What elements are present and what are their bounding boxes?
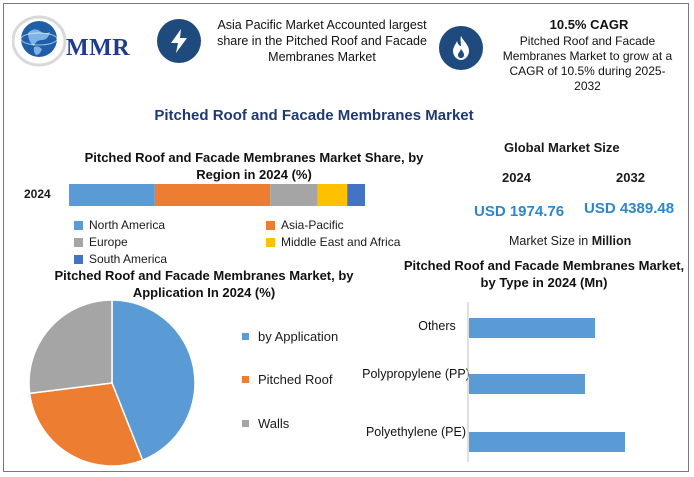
- legend-swatch: [266, 237, 275, 247]
- legend-label: Middle East and Africa: [281, 235, 401, 249]
- year-2032-label: 2032: [616, 170, 645, 185]
- lightning-icon: [157, 19, 201, 63]
- region-segment-north-america: [69, 184, 155, 206]
- legend-label: Pitched Roof: [258, 372, 333, 387]
- type-bar-polyethylene-pe: [469, 432, 625, 452]
- type-chart-title: Pitched Roof and Facade Membranes Market…: [403, 258, 685, 290]
- region-segment-europe: [270, 184, 318, 206]
- mmr-logo: MMR: [12, 11, 147, 71]
- legend-europe: Europe: [74, 235, 128, 249]
- callout-asia-pacific: Asia Pacific Market Accounted largest sh…: [217, 18, 427, 64]
- infographic-frame: MMR Asia Pacific Market Accounted larges…: [3, 3, 689, 472]
- region-stacked-bar: [69, 184, 365, 206]
- pie-legend-pitched-roof: Pitched Roof: [242, 372, 332, 387]
- region-segment-asia-pacific: [154, 184, 271, 206]
- type-bar-polypropylene-pp: [469, 374, 585, 394]
- main-title: Pitched Roof and Facade Membranes Market: [154, 107, 474, 124]
- application-chart-title: Pitched Roof and Facade Membranes Market…: [54, 268, 354, 300]
- legend-swatch: [242, 333, 249, 340]
- flame-icon: [439, 26, 483, 70]
- cagr-title: 10.5% CAGR: [549, 17, 629, 32]
- legend-swatch: [242, 376, 249, 383]
- value-2032: USD 4389.48: [584, 200, 675, 217]
- region-chart-title: Pitched Roof and Facade Membranes Market…: [84, 150, 424, 182]
- type-bar-others: [469, 318, 595, 338]
- legend-label: Walls: [258, 416, 290, 431]
- cagr-text: Pitched Roof and Facade Membranes Market…: [502, 34, 673, 93]
- legend-north-america: North America: [74, 218, 165, 232]
- logo-text: MMR: [66, 35, 131, 61]
- pie-slice-pitched-roof: [28, 382, 144, 467]
- legend-swatch: [74, 237, 83, 247]
- global-market-title: Global Market Size: [504, 140, 620, 155]
- legend-label: Asia-Pacific: [281, 218, 344, 232]
- application-pie-chart: [28, 299, 196, 467]
- legend-south-america: South America: [74, 252, 167, 266]
- legend-label: North America: [89, 218, 166, 232]
- region-bar-category: 2024: [24, 187, 51, 201]
- pie-slice-by-application: [111, 299, 196, 462]
- region-segment-middle-east-and-africa: [317, 184, 348, 206]
- region-segment-south-america: [347, 184, 365, 206]
- pie-legend-walls: Walls: [242, 416, 289, 431]
- type-label-polyethylene: Polyethylene (PE): [365, 425, 467, 439]
- globe-icon: [12, 15, 67, 67]
- pie-legend-by-application: by Application: [242, 329, 338, 344]
- legend-swatch: [242, 420, 249, 427]
- unit-prefix: Market Size in: [509, 234, 589, 248]
- value-2024: USD 1974.76: [474, 203, 565, 220]
- type-label-others: Others: [418, 319, 456, 333]
- year-2024-label: 2024: [502, 170, 531, 185]
- unit-bold: Million: [591, 234, 632, 248]
- legend-label: Europe: [89, 235, 128, 249]
- region-legend: North America Asia-Pacific Europe Middle…: [74, 218, 434, 268]
- market-size-unit: Market Size in Million: [509, 234, 631, 248]
- pie-slice-walls: [28, 299, 113, 395]
- legend-swatch: [266, 220, 275, 230]
- legend-swatch: [74, 220, 83, 230]
- legend-middle-east-africa: Middle East and Africa: [266, 235, 400, 249]
- legend-label: by Application: [258, 329, 339, 344]
- legend-asia-pacific: Asia-Pacific: [266, 218, 344, 232]
- type-label-polypropylene: Polypropylene (PP): [362, 367, 470, 381]
- type-bar-chart: [467, 302, 625, 462]
- legend-label: South America: [89, 252, 168, 266]
- legend-swatch: [74, 254, 83, 264]
